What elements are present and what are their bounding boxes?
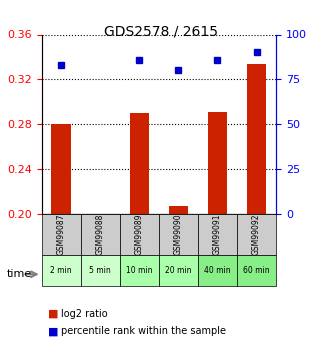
Text: 40 min: 40 min [204, 266, 231, 275]
Bar [51, 124, 71, 345]
Text: time: time [6, 269, 32, 279]
Text: 20 min: 20 min [165, 266, 192, 275]
Text: percentile rank within the sample: percentile rank within the sample [61, 326, 226, 336]
FancyBboxPatch shape [42, 214, 81, 255]
Bar [247, 63, 266, 345]
Text: GSM99092: GSM99092 [252, 214, 261, 255]
Bar [208, 112, 227, 345]
FancyBboxPatch shape [237, 214, 276, 255]
FancyBboxPatch shape [159, 255, 198, 286]
Text: log2 ratio: log2 ratio [61, 309, 108, 319]
FancyBboxPatch shape [81, 255, 120, 286]
FancyBboxPatch shape [42, 255, 81, 286]
Text: ■: ■ [48, 326, 59, 336]
Text: 60 min: 60 min [243, 266, 270, 275]
Text: 5 min: 5 min [90, 266, 111, 275]
Text: GSM99090: GSM99090 [174, 214, 183, 255]
FancyBboxPatch shape [120, 255, 159, 286]
Text: GDS2578 / 2615: GDS2578 / 2615 [103, 24, 218, 38]
Bar [91, 214, 110, 345]
Text: GSM99088: GSM99088 [96, 214, 105, 255]
Text: GSM99089: GSM99089 [135, 214, 144, 255]
Text: GSM99087: GSM99087 [57, 214, 66, 255]
FancyBboxPatch shape [198, 255, 237, 286]
FancyBboxPatch shape [237, 255, 276, 286]
FancyBboxPatch shape [120, 214, 159, 255]
FancyBboxPatch shape [159, 214, 198, 255]
FancyBboxPatch shape [81, 214, 120, 255]
Text: 10 min: 10 min [126, 266, 152, 275]
Bar [130, 113, 149, 345]
Text: ■: ■ [48, 309, 59, 319]
Bar [169, 206, 188, 345]
FancyBboxPatch shape [198, 214, 237, 255]
Text: GSM99091: GSM99091 [213, 214, 222, 255]
Text: 2 min: 2 min [50, 266, 72, 275]
